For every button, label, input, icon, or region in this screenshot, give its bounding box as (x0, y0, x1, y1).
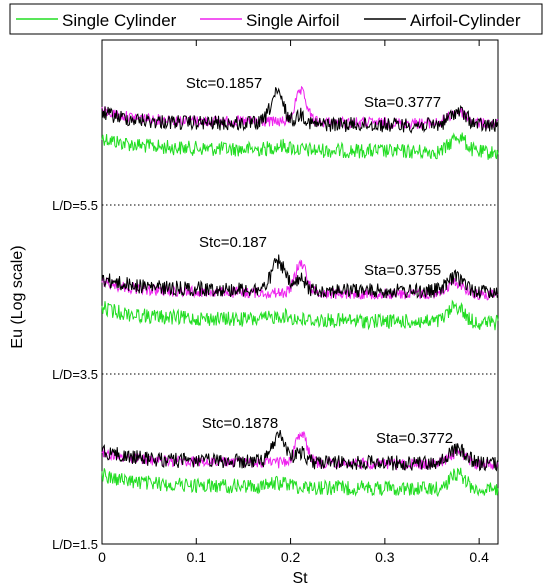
plot-frame (101, 39, 499, 545)
series-line-combined-panel-0 (101, 87, 499, 134)
annotation-sta-ld35: Sta=0.3755 (364, 262, 441, 279)
x-tick-label: 0.1 (187, 549, 207, 565)
series-line-cylinder-panel-2 (101, 467, 499, 498)
annotation-sta-ld55: Sta=0.3777 (364, 94, 441, 111)
legend-box (9, 3, 543, 35)
legend: Single Cylinder Single Airfoil Airfoil-C… (9, 3, 543, 35)
annotation-stc-ld15: Stc=0.1878 (202, 415, 278, 432)
series-line-cylinder-panel-0 (101, 132, 499, 160)
annotation-stc-ld35: Stc=0.187 (199, 234, 267, 251)
annotation-sta-ld15: Sta=0.3772 (376, 430, 453, 447)
ytick-ld55: L/D=5.5 (52, 198, 98, 213)
x-tick-label: 0.3 (375, 549, 395, 565)
ytick-ld15: L/D=1.5 (52, 537, 98, 552)
series-line-combined-panel-2 (101, 430, 499, 472)
x-tick-label: 0.2 (281, 549, 301, 565)
x-tick-label: 0 (98, 549, 106, 565)
series-line-cylinder-panel-1 (101, 299, 499, 331)
annotation-stc-ld55: Stc=0.1857 (186, 75, 262, 92)
legend-label-airfoil: Single Airfoil (246, 11, 340, 30)
series-lines (101, 85, 499, 498)
legend-label-combined: Airfoil-Cylinder (410, 11, 521, 30)
x-axis-label: St (292, 570, 308, 587)
y-axis-label: Eu (Log scale) (9, 245, 26, 348)
series-line-combined-panel-1 (101, 254, 499, 299)
x-tick-label: 0.4 (469, 549, 489, 565)
x-ticks: 0 0.1 0.2 0.3 0.4 (98, 40, 489, 565)
legend-label-cylinder: Single Cylinder (62, 11, 177, 30)
ytick-ld35: L/D=3.5 (52, 367, 98, 382)
